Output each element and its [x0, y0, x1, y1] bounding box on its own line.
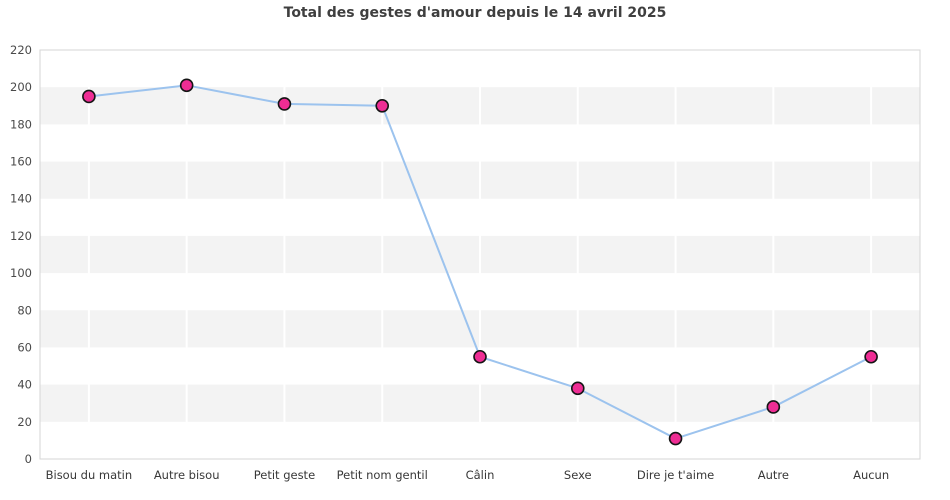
data-point [473, 349, 487, 364]
y-tick-label: 0 [25, 452, 32, 466]
data-point [82, 89, 96, 104]
y-tick-label: 220 [10, 43, 32, 57]
data-point [375, 98, 390, 113]
data-point [766, 400, 781, 414]
x-category-label: Autre [758, 468, 789, 482]
y-tick-label: 60 [17, 340, 32, 354]
x-category-label: Autre bisou [154, 468, 220, 482]
y-tick-label: 200 [10, 80, 32, 94]
y-tick-label: 100 [10, 266, 32, 280]
x-category-label: Sexe [564, 468, 592, 482]
data-point [277, 97, 292, 111]
y-tick-label: 20 [17, 415, 32, 429]
x-category-label: Petit geste [254, 468, 315, 482]
y-tick-label: 160 [10, 155, 32, 169]
data-point [570, 381, 585, 396]
x-category-label: Aucun [853, 468, 889, 482]
y-tick-label: 40 [17, 378, 32, 392]
plot-border [39, 49, 921, 460]
data-point [179, 78, 194, 93]
y-tick-label: 140 [10, 192, 32, 206]
y-tick-label: 80 [17, 303, 32, 317]
x-category-label: Câlin [466, 468, 495, 482]
x-category-label: Bisou du matin [46, 468, 133, 482]
y-tick-label: 180 [10, 117, 32, 131]
y-tick-label: 120 [10, 229, 32, 243]
data-point [668, 431, 683, 446]
x-category-label: Petit nom gentil [337, 468, 428, 482]
x-category-label: Dire je t'aime [637, 468, 714, 482]
chart-title: Total des gestes d'amour depuis le 14 av… [283, 5, 667, 21]
data-point [864, 349, 878, 364]
